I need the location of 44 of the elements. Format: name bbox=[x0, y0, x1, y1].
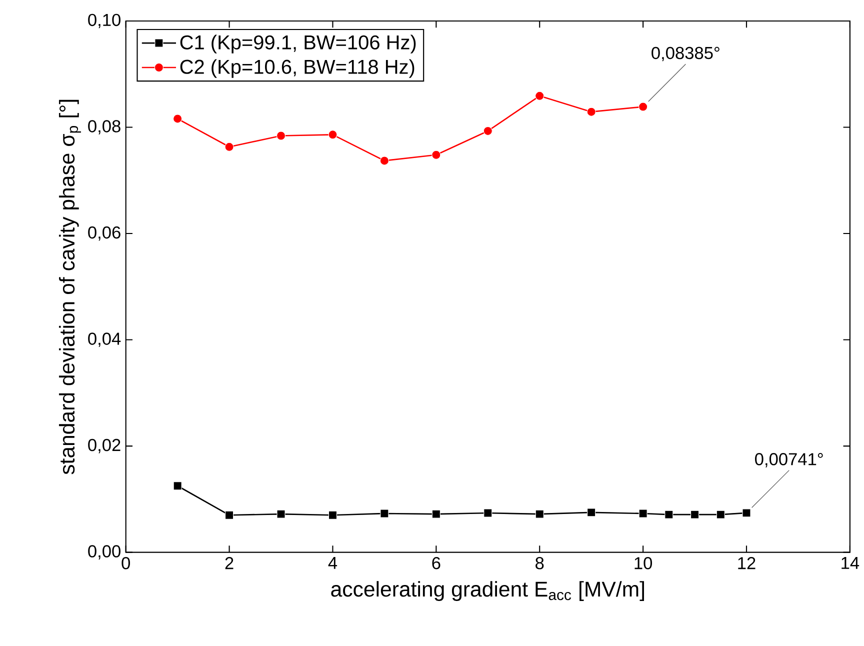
y-tick-label: 0,08 bbox=[88, 120, 120, 134]
point bbox=[432, 510, 440, 518]
point bbox=[328, 510, 337, 520]
y-tick-label: 0,06 bbox=[88, 226, 120, 241]
y-tick-label: 0,10 bbox=[88, 14, 120, 28]
x-tick-label: 8 bbox=[536, 556, 544, 570]
point bbox=[716, 510, 725, 519]
x-tick-label: 4 bbox=[328, 556, 338, 569]
point bbox=[664, 510, 674, 519]
point bbox=[432, 150, 441, 160]
x-axis-title: accelerating gradient E$_{acc}$ [MV/m] bbox=[331, 580, 644, 601]
point bbox=[276, 510, 286, 518]
annotation: 0,08385° bbox=[652, 46, 720, 62]
x-tick-label: 2 bbox=[225, 556, 234, 570]
y-axis-title: standard deviation of cavity phase σ$_{p}$ [°] bbox=[58, 100, 81, 474]
point bbox=[380, 156, 389, 166]
x-tick-label: 6 bbox=[432, 556, 440, 570]
point bbox=[690, 510, 700, 519]
y-tick-label: 0,02 bbox=[88, 438, 120, 454]
x-tick-label: 10 bbox=[634, 556, 652, 570]
point bbox=[225, 510, 234, 520]
y-tick-label: 0,04 bbox=[88, 332, 121, 347]
point bbox=[173, 482, 182, 490]
point bbox=[586, 107, 596, 116]
x-tick-label: 0 bbox=[122, 556, 130, 570]
x-tick-label: 14 bbox=[842, 556, 860, 569]
point bbox=[380, 509, 389, 518]
point bbox=[173, 114, 182, 124]
annotation: 0,00741° bbox=[755, 452, 823, 468]
point bbox=[535, 91, 544, 100]
point bbox=[587, 508, 596, 517]
point bbox=[484, 508, 492, 518]
point bbox=[638, 102, 648, 112]
point bbox=[638, 509, 648, 518]
x-tick-label: 12 bbox=[738, 556, 756, 570]
legend-label: C2 (Kp=10.6, BW=118 Hz) bbox=[180, 59, 414, 78]
point bbox=[224, 142, 234, 152]
point bbox=[276, 131, 286, 140]
point bbox=[328, 130, 338, 140]
point bbox=[483, 126, 492, 136]
point bbox=[742, 508, 751, 518]
legend-label: C1 (Kp=99.1, BW=106 Hz) bbox=[180, 34, 416, 54]
y-tick-label: 0,00 bbox=[88, 545, 120, 560]
point bbox=[535, 510, 544, 518]
